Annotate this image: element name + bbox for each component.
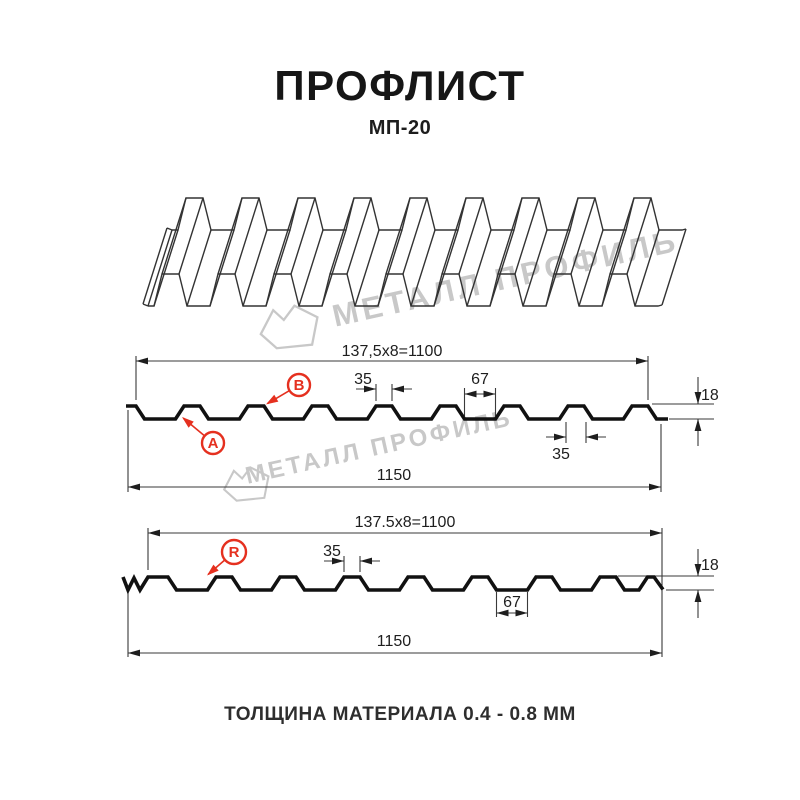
label-r: R xyxy=(229,544,240,561)
section-r-dimension-lines xyxy=(127,528,714,657)
page-title: ПРОФЛИСТ xyxy=(274,62,526,109)
callout-b: B xyxy=(266,372,312,405)
section-r-profile xyxy=(121,573,665,595)
sheet-3d-drawing xyxy=(142,197,687,307)
dim-total-width-a: 1150 xyxy=(377,467,412,484)
profile-code: МП-20 xyxy=(368,117,432,139)
dim-pitch-formula-a: 137,5x8=1100 xyxy=(342,343,443,360)
section-a-profile xyxy=(126,404,668,421)
dim-height-r: 18 xyxy=(701,557,719,574)
dim-crest-r: 35 xyxy=(323,543,341,560)
dim-height-a: 18 xyxy=(701,387,719,404)
section-r-arrowheads xyxy=(128,529,702,657)
dim-crest-bottom-a: 35 xyxy=(552,446,570,463)
callout-r: R xyxy=(207,538,248,576)
section-a-arrowheads xyxy=(128,357,702,491)
callout-a: A xyxy=(182,417,226,456)
label-a: A xyxy=(208,435,219,452)
dim-crest-top-a: 35 xyxy=(354,371,372,388)
label-b: B xyxy=(294,377,305,394)
dim-pitch-formula-r: 137.5x8=1100 xyxy=(355,514,456,531)
dim-total-width-r: 1150 xyxy=(377,633,412,650)
dim-valley-r: 67 xyxy=(503,594,521,611)
material-thickness-note: ТОЛЩИНА МАТЕРИАЛА 0.4 - 0.8 ММ xyxy=(224,704,576,725)
metal-profil-logo-watermark xyxy=(222,466,270,502)
dim-valley-a: 67 xyxy=(471,371,489,388)
section-a-dimension-lines xyxy=(127,356,714,492)
metal-profil-logo-watermark xyxy=(259,304,319,350)
